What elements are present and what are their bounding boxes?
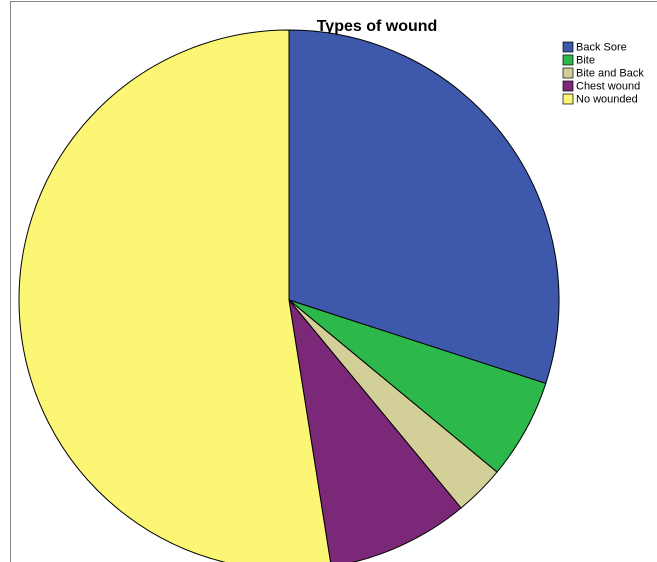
legend-label: No wounded xyxy=(576,93,638,105)
legend-label: Bite xyxy=(576,54,595,66)
legend-label: Bite and Back xyxy=(576,67,644,79)
legend-swatch xyxy=(562,54,574,66)
pie-slice xyxy=(288,29,560,385)
pie-slice xyxy=(288,298,462,562)
legend-swatch xyxy=(562,67,574,79)
legend-label: Back Sore xyxy=(576,41,627,53)
chart-title: Types of wound xyxy=(317,18,438,35)
legend-swatch xyxy=(562,41,574,53)
legend-label: Chest wound xyxy=(576,80,640,92)
pie-slice xyxy=(18,29,332,562)
legend-swatch xyxy=(562,93,574,105)
legend-swatch xyxy=(562,80,574,92)
